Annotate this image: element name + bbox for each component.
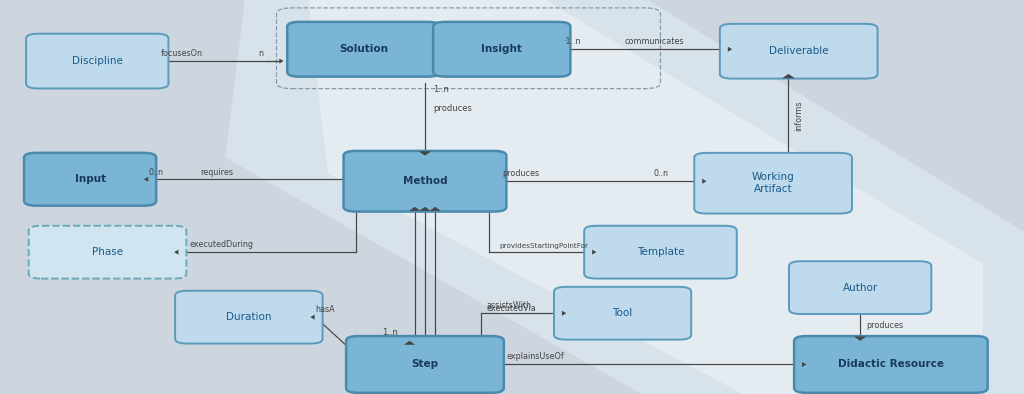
Text: Input: Input [75,174,105,184]
FancyBboxPatch shape [175,291,323,344]
Polygon shape [225,0,1024,394]
Text: focusesOn: focusesOn [161,49,203,58]
Polygon shape [143,177,148,182]
Text: 0..n: 0..n [150,167,164,177]
Polygon shape [429,207,441,211]
Text: 1..n: 1..n [382,328,398,337]
Polygon shape [280,59,284,63]
Text: produces: produces [433,104,472,113]
Text: Phase: Phase [92,247,123,257]
Text: Author: Author [843,282,878,293]
Polygon shape [592,250,596,255]
Polygon shape [802,362,807,367]
Text: Discipline: Discipline [72,56,123,66]
FancyBboxPatch shape [788,261,932,314]
FancyBboxPatch shape [343,151,506,212]
Polygon shape [562,311,566,316]
Text: 0..n: 0..n [653,169,669,178]
Text: Insight: Insight [481,44,522,54]
Polygon shape [419,207,431,211]
Text: Tool: Tool [612,308,633,318]
Text: executedVia: executedVia [486,304,537,313]
FancyBboxPatch shape [433,22,570,76]
Polygon shape [409,207,421,211]
Text: explainsUseOf: explainsUseOf [507,352,564,361]
Text: Step: Step [412,359,438,370]
Polygon shape [728,47,732,52]
FancyBboxPatch shape [287,22,440,76]
Text: requires: requires [200,167,233,177]
FancyBboxPatch shape [27,34,168,89]
FancyBboxPatch shape [584,226,737,279]
FancyBboxPatch shape [694,153,852,214]
Text: Working
Artifact: Working Artifact [752,173,795,194]
Text: Solution: Solution [339,44,388,54]
Polygon shape [702,179,707,184]
Polygon shape [419,151,431,156]
FancyBboxPatch shape [795,336,987,393]
Polygon shape [310,315,314,320]
Text: communicates: communicates [625,37,684,46]
FancyBboxPatch shape [346,336,504,393]
Text: Didactic Resource: Didactic Resource [838,359,944,370]
Text: hasA: hasA [315,305,335,314]
FancyBboxPatch shape [24,153,156,206]
Text: Duration: Duration [226,312,271,322]
Text: informs: informs [795,100,804,131]
Polygon shape [174,250,178,255]
FancyBboxPatch shape [720,24,878,79]
Polygon shape [782,74,795,78]
Text: providesStartingPointFor: providesStartingPointFor [500,243,588,249]
FancyBboxPatch shape [554,287,691,340]
Text: Deliverable: Deliverable [769,46,828,56]
Text: Method: Method [402,176,447,186]
Text: n: n [259,49,263,58]
Text: produces: produces [866,321,903,329]
FancyBboxPatch shape [29,226,186,279]
Polygon shape [854,336,866,341]
Text: executedDuring: executedDuring [189,240,254,249]
Text: produces: produces [502,169,540,178]
Polygon shape [403,341,416,345]
Text: Template: Template [637,247,684,257]
Text: 1..n: 1..n [433,85,450,94]
Text: ·1..n: ·1..n [563,37,581,46]
Polygon shape [307,0,983,394]
Text: assistsWith: assistsWith [486,301,531,310]
